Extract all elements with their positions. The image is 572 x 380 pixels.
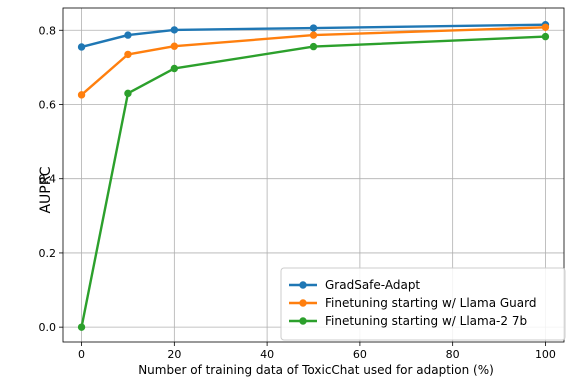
data-point-finetuning-starting-w-llama-guard-0 — [77, 91, 86, 99]
x-axis-label: Number of training data of ToxicChat use… — [138, 363, 494, 377]
y-tick-label-4: 0.8 — [39, 24, 57, 37]
y-tick-label-0: 0.0 — [39, 321, 57, 334]
y-tick-label-1: 0.2 — [39, 247, 57, 260]
x-tick-label-1: 20 — [167, 348, 181, 361]
legend-marker-gradsafe-adapt — [299, 281, 307, 289]
data-point-finetuning-starting-w-llama-2-7b-2 — [170, 64, 179, 73]
series-finetuning-starting-w-llama-2-7b — [77, 32, 550, 331]
data-point-gradsafe-adapt-2 — [170, 26, 179, 34]
data-point-finetuning-starting-w-llama-guard-3 — [309, 31, 318, 39]
data-point-gradsafe-adapt-0 — [77, 43, 86, 51]
data-point-finetuning-starting-w-llama-guard-2 — [170, 42, 179, 50]
y-tick-label-2: 0.4 — [39, 173, 57, 186]
x-tick-label-0: 0 — [78, 348, 85, 361]
data-point-finetuning-starting-w-llama-2-7b-1 — [124, 89, 132, 98]
legend-entry-finetuning-llama2-7b: Finetuning starting w/ Llama-2 7b — [289, 314, 527, 328]
data-point-gradsafe-adapt-3 — [309, 24, 318, 32]
legend-label-finetuning-llama2-7b: Finetuning starting w/ Llama-2 7b — [325, 314, 527, 328]
data-point-finetuning-starting-w-llama-guard-1 — [124, 50, 132, 59]
legend-marker-finetuning-llama-guard — [299, 299, 307, 307]
data-point-finetuning-starting-w-llama-guard-4 — [541, 23, 550, 31]
y-axis-label: AUPRC — [38, 166, 54, 213]
series-finetuning-starting-w-llama-guard — [77, 23, 550, 99]
legend-label-gradsafe-adapt: GradSafe-Adapt — [325, 278, 420, 292]
data-point-gradsafe-adapt-1 — [124, 31, 132, 39]
legend-marker-finetuning-llama2-7b — [299, 317, 307, 325]
x-tick-label-3: 60 — [353, 348, 367, 361]
data-point-finetuning-starting-w-llama-2-7b-0 — [77, 323, 86, 331]
grid-layer — [63, 8, 564, 342]
legend-label-finetuning-llama-guard: Finetuning starting w/ Llama Guard — [325, 296, 536, 310]
legend-frame — [280, 267, 566, 341]
legend-entry-gradsafe-adapt: GradSafe-Adapt — [289, 278, 420, 292]
data-point-finetuning-starting-w-llama-2-7b-3 — [309, 42, 318, 51]
series-gradsafe-adapt — [77, 21, 550, 51]
data-point-finetuning-starting-w-llama-2-7b-4 — [541, 32, 550, 41]
legend: GradSafe-Adapt Finetuning starting w/ Ll… — [280, 267, 566, 341]
plot-frame — [62, 7, 565, 343]
x-tick-label-4: 80 — [446, 348, 460, 361]
axis-layer: 0 20 40 60 80 100 0.0 0.2 0.4 0.6 0.8 — [39, 7, 565, 361]
x-tick-label-2: 40 — [260, 348, 274, 361]
series-layer — [77, 21, 550, 331]
y-tick-label-3: 0.6 — [39, 98, 57, 111]
x-tick-label-5: 100 — [535, 348, 556, 361]
legend-entry-finetuning-llama-guard: Finetuning starting w/ Llama Guard — [289, 296, 536, 310]
